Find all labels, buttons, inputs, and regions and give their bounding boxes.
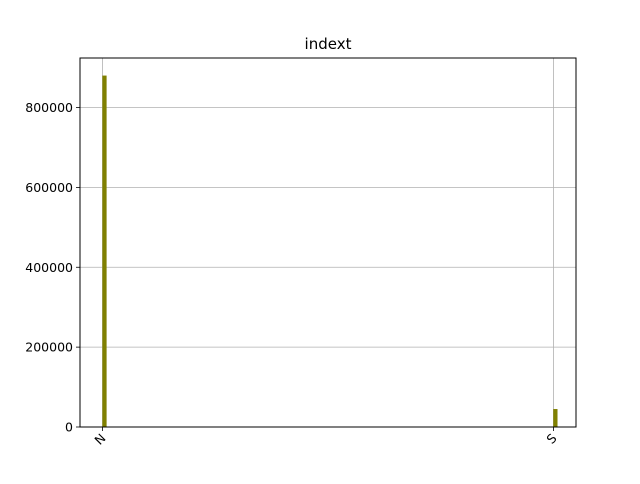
y-tick-label: 0: [65, 420, 73, 435]
bar-S: [553, 409, 558, 427]
ticks: 0 200000 400000 600000 800000 N S: [25, 100, 559, 448]
y-tick-label: 800000: [25, 100, 73, 115]
y-tick-label: 400000: [25, 260, 73, 275]
bars: [102, 75, 558, 428]
y-tick-label: 600000: [25, 180, 73, 195]
grid-lines: [80, 58, 576, 428]
bar-N: [102, 75, 107, 428]
y-tick-label: 200000: [25, 340, 73, 355]
axes-frame: [79, 57, 577, 428]
x-tick-label: N: [91, 431, 108, 448]
chart-title: indext: [305, 35, 352, 53]
x-tick-label: S: [543, 430, 559, 446]
